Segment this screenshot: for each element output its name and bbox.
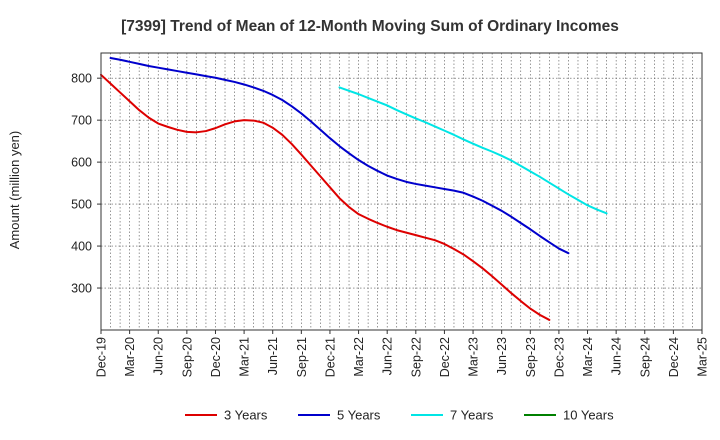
series-line-7-years (338, 86, 608, 215)
series-layer (100, 57, 608, 321)
x-axis: Dec-19 Mar-20 Jun-20 Sep-20 Dec-20 Mar-21 Jun-… (95, 330, 710, 377)
x-tick-label: Dec-23 (552, 337, 566, 377)
x-tick-label: Mar-22 (352, 337, 366, 377)
x-tick-label: Jun-22 (381, 337, 395, 375)
y-tick-label: 600 (71, 156, 92, 170)
legend-label-7-years: 7 Years (450, 408, 494, 423)
x-tick-label: Mar-23 (467, 337, 481, 377)
x-tick-label: Sep-23 (524, 337, 538, 377)
y-tick-label: 300 (71, 282, 92, 296)
x-tick-label: Dec-19 (95, 337, 109, 377)
plot-background (101, 53, 702, 330)
chart-title: [7399] Trend of Mean of 12-Month Moving … (121, 18, 619, 35)
y-axis-label: Amount (million yen) (7, 131, 22, 250)
y-tick-label: 700 (71, 114, 92, 128)
x-tick-label: Mar-24 (581, 337, 595, 377)
x-tick-label: Jun-23 (495, 337, 509, 375)
plot-border (100, 52, 703, 331)
x-tick-label: Sep-22 (409, 337, 423, 377)
legend-label-3-years: 3 Years (224, 408, 268, 423)
y-tick-label: 800 (71, 72, 92, 86)
plot-frame (100, 52, 703, 331)
x-tick-label: Mar-21 (238, 337, 252, 377)
grid (101, 53, 702, 330)
y-tick-label: 500 (71, 198, 92, 212)
x-tick-label: Dec-22 (438, 337, 452, 377)
x-tick-label: Dec-24 (667, 337, 681, 377)
legend-label-5-years: 5 Years (337, 408, 381, 423)
x-tick-label: Mar-20 (123, 337, 137, 377)
x-tick-label: Jun-24 (610, 337, 624, 375)
x-tick-label: Dec-20 (209, 337, 223, 377)
x-tick-label: Sep-24 (638, 337, 652, 377)
plot-area (101, 53, 702, 330)
y-axis: 300 400 500 600 700 800 (71, 72, 101, 296)
x-tick-label: Jun-21 (266, 337, 280, 375)
y-tick-label: 400 (71, 240, 92, 254)
x-tick-label: Sep-20 (180, 337, 194, 377)
series-line-5-years (109, 57, 570, 255)
x-tick-label: Jun-20 (152, 337, 166, 375)
series-line-3-years (100, 73, 551, 321)
x-tick-label: Dec-21 (323, 337, 337, 377)
legend-label-10-years: 10 Years (563, 408, 614, 423)
legend: 3 Years 5 Years 7 Years 10 Years (185, 408, 614, 423)
x-tick-label: Sep-21 (295, 337, 309, 377)
x-tick-label: Mar-25 (696, 337, 710, 377)
